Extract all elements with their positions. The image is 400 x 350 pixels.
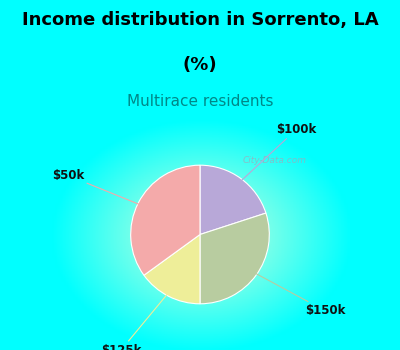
Wedge shape: [131, 165, 200, 275]
Wedge shape: [200, 165, 266, 234]
Wedge shape: [144, 234, 200, 304]
Text: City-Data.com: City-Data.com: [242, 156, 306, 165]
Text: $50k: $50k: [52, 169, 148, 208]
Wedge shape: [200, 213, 269, 304]
Text: $150k: $150k: [248, 269, 346, 317]
Text: Income distribution in Sorrento, LA: Income distribution in Sorrento, LA: [22, 10, 378, 28]
Text: $100k: $100k: [235, 123, 317, 187]
Text: (%): (%): [183, 56, 217, 74]
Text: $125k: $125k: [101, 287, 173, 350]
Text: Multirace residents: Multirace residents: [127, 94, 273, 110]
